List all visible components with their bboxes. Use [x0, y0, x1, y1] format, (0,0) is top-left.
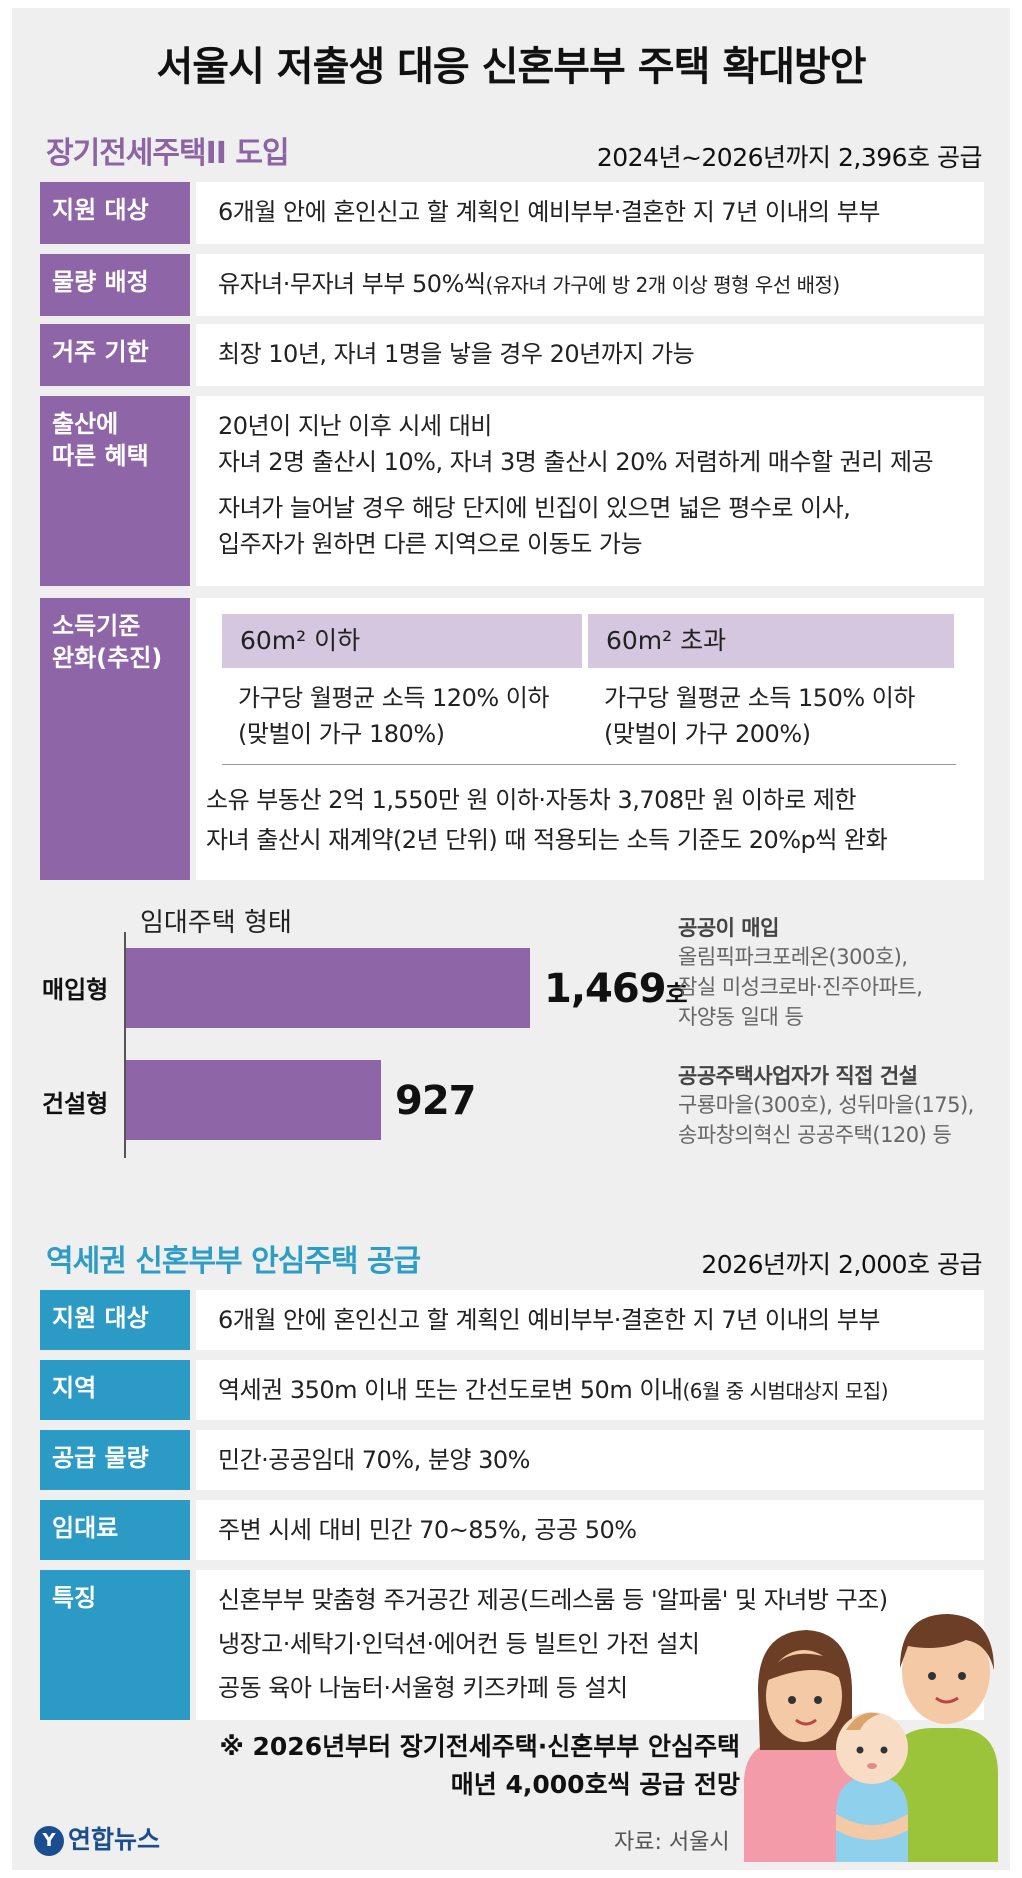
annotation-line: 송파창의혁신 공공주택(120) 등 [678, 1123, 952, 1147]
income-col1-body: 가구당 월평균 소득 120% 이하 (맞벌이 가구 180%) [238, 680, 549, 752]
row-value: 유자녀·무자녀 부부 50%씩(유자녀 가구에 방 2개 이상 평형 우선 배정… [196, 254, 984, 316]
footnote-line: ※ 2026년부터 장기전세주택·신혼부부 안심주택 [219, 1732, 741, 1761]
footnote-line: 매년 4,000호씩 공급 전망 [450, 1770, 740, 1799]
row-value: 역세권 350m 이내 또는 간선도로변 50m 이내(6월 중 시범대상지 모… [196, 1360, 984, 1420]
feature-line: 냉장고·세탁기·인덕션·에어컨 등 빌트인 가전 설치 [218, 1630, 700, 1658]
bar-value-number: 1,469 [544, 966, 667, 1012]
row-label-line: 출산에 [52, 410, 119, 438]
s1-row-residence: 거주 기한 최장 10년, 자녀 1명을 낳을 경우 20년까지 가능 [40, 324, 984, 386]
income-line: 가구당 월평균 소득 150% 이하 [604, 684, 915, 712]
row-label: 임대료 [40, 1500, 190, 1560]
benefit-line: 자녀가 늘어날 경우 해당 단지에 빈집이 있으면 넓은 평수로 이사, [218, 494, 851, 522]
annotation-line: 잠실 미성크로바·진주아파트, [678, 975, 923, 999]
row-value-main: 유자녀·무자녀 부부 50%씩 [218, 270, 486, 298]
section1-title: 장기전세주택II 도입 [46, 136, 290, 171]
row-value: 6개월 안에 혼인신고 할 계획인 예비부부·결혼한 지 7년 이내의 부부 [196, 1290, 984, 1350]
income-notes: 소유 부동산 2억 1,550만 원 이하·자동차 3,708만 원 이하로 제… [206, 782, 888, 858]
bar-value-purchase: 1,469호 [544, 966, 688, 1012]
income-line: 가구당 월평균 소득 120% 이하 [238, 684, 549, 712]
row-label: 소득기준 완화(추진) [40, 598, 190, 880]
row-value-main: 역세권 350m 이내 또는 간선도로변 50m 이내 [218, 1376, 683, 1404]
annotation-purchase-text: 올림픽파크포레온(300호), 잠실 미성크로바·진주아파트, 자양동 일대 등 [678, 942, 923, 1032]
annotation-construction-heading: 공공주택사업자가 직접 건설 [678, 1064, 918, 1088]
benefit-line: 입주자가 원하면 다른 지역으로 이동도 가능 [218, 530, 643, 558]
s2-row-region: 지역 역세권 350m 이내 또는 간선도로변 50m 이내(6월 중 시범대상… [40, 1360, 984, 1420]
section1-note: 2024년~2026년까지 2,396호 공급 [596, 143, 983, 172]
benefit-line: 20년이 지난 이후 시세 대비 [218, 412, 492, 440]
section2-note: 2026년까지 2,000호 공급 [701, 1250, 982, 1279]
benefit-line: 자녀 2명 출산시 10%, 자녀 3명 출산시 20% 저렴하게 매수할 권리… [218, 448, 934, 476]
income-col2-head: 60m² 초과 [588, 614, 954, 668]
row-label-line: 따른 혜택 [52, 442, 149, 470]
page-title: 서울시 저출생 대응 신혼부부 주택 확대방안 [156, 44, 866, 90]
s1-row-allocation: 물량 배정 유자녀·무자녀 부부 50%씩(유자녀 가구에 방 2개 이상 평형… [40, 254, 984, 316]
row-label: 지역 [40, 1360, 190, 1420]
bar-purchase [126, 948, 530, 1028]
row-value-note: (6월 중 시범대상지 모집) [682, 1379, 889, 1403]
annotation-line: 자양동 일대 등 [678, 1005, 804, 1029]
row-value: 6개월 안에 혼인신고 할 계획인 예비부부·결혼한 지 7년 이내의 부부 [196, 182, 984, 244]
row-value-note: (유자녀 가구에 방 2개 이상 평형 우선 배정) [485, 273, 840, 297]
annotation-line: 구룡마을(300호), 성뒤마을(175), [678, 1093, 974, 1117]
row-label-line: 소득기준 [52, 612, 141, 640]
income-line: (맞벌이 가구 200%) [604, 720, 811, 748]
row-label: 거주 기한 [40, 324, 190, 386]
bar-value-unit: 호 [665, 980, 688, 1008]
feature-line: 신혼부부 맞춤형 주거공간 제공(드레스룸 등 '알파룸' 및 자녀방 구조) [218, 1586, 888, 1614]
chart-title: 임대주택 형태 [140, 908, 292, 938]
yonhap-logo: Y 연합뉴스 [34, 1820, 160, 1856]
s2-row-target: 지원 대상 6개월 안에 혼인신고 할 계획인 예비부부·결혼한 지 7년 이내… [40, 1290, 984, 1350]
income-line: (맞벌이 가구 180%) [238, 720, 445, 748]
row-value: 민간·공공임대 70%, 분양 30% [196, 1430, 984, 1490]
feature-line: 공동 육아 나눔터·서울형 키즈카페 등 설치 [218, 1674, 628, 1702]
income-divider [222, 764, 956, 765]
row-value: 신혼부부 맞춤형 주거공간 제공(드레스룸 등 '알파룸' 및 자녀방 구조) … [196, 1570, 984, 1720]
s1-row-birth-benefit: 출산에 따른 혜택 20년이 지난 이후 시세 대비 자녀 2명 출산시 10%… [40, 396, 984, 586]
s2-row-rent: 임대료 주변 시세 대비 민간 70~85%, 공공 50% [40, 1500, 984, 1560]
bar-value-construction: 927 [395, 1078, 476, 1124]
income-col2-body: 가구당 월평균 소득 150% 이하 (맞벌이 가구 200%) [604, 680, 915, 752]
annotation-purchase-heading: 공공이 매입 [678, 916, 779, 940]
source-credit: 자료: 서울시 [614, 1830, 730, 1855]
chart-axis [124, 932, 126, 1158]
income-col1-head: 60m² 이하 [222, 614, 582, 668]
logo-text: 연합뉴스 [68, 1825, 161, 1854]
bar-construction [126, 1060, 381, 1140]
row-label-line: 완화(추진) [52, 644, 163, 672]
income-line: 자녀 출산시 재계약(2년 단위) 때 적용되는 소득 기준도 20%p씩 완화 [206, 826, 888, 854]
row-label: 물량 배정 [40, 254, 190, 316]
yonhap-logo-icon: Y [34, 1826, 64, 1856]
row-label: 지원 대상 [40, 1290, 190, 1350]
income-line: 소유 부동산 2억 1,550만 원 이하·자동차 3,708만 원 이하로 제… [206, 786, 857, 814]
section2-title: 역세권 신혼부부 안심주택 공급 [46, 1244, 421, 1279]
row-label: 지원 대상 [40, 182, 190, 244]
couple-with-baby-illustration [744, 1614, 998, 1862]
row-label: 출산에 따른 혜택 [40, 396, 190, 586]
row-value: 20년이 지난 이후 시세 대비 자녀 2명 출산시 10%, 자녀 3명 출산… [196, 396, 984, 586]
annotation-line: 올림픽파크포레온(300호), [678, 945, 908, 969]
footnote: ※ 2026년부터 장기전세주택·신혼부부 안심주택 매년 4,000호씩 공급… [200, 1728, 741, 1804]
row-label: 공급 물량 [40, 1430, 190, 1490]
s2-row-features: 특징 신혼부부 맞춤형 주거공간 제공(드레스룸 등 '알파룸' 및 자녀방 구… [40, 1570, 984, 1720]
row-value: 최장 10년, 자녀 1명을 낳을 경우 20년까지 가능 [196, 324, 984, 386]
s2-row-supply: 공급 물량 민간·공공임대 70%, 분양 30% [40, 1430, 984, 1490]
row-value: 주변 시세 대비 민간 70~85%, 공공 50% [196, 1500, 984, 1560]
row-label: 특징 [40, 1570, 190, 1720]
s1-row-target: 지원 대상 6개월 안에 혼인신고 할 계획인 예비부부·결혼한 지 7년 이내… [40, 182, 984, 244]
bar-label-purchase: 매입형 [42, 976, 109, 1004]
annotation-construction-text: 구룡마을(300호), 성뒤마을(175), 송파창의혁신 공공주택(120) … [678, 1090, 974, 1150]
bar-label-construction: 건설형 [42, 1090, 109, 1118]
